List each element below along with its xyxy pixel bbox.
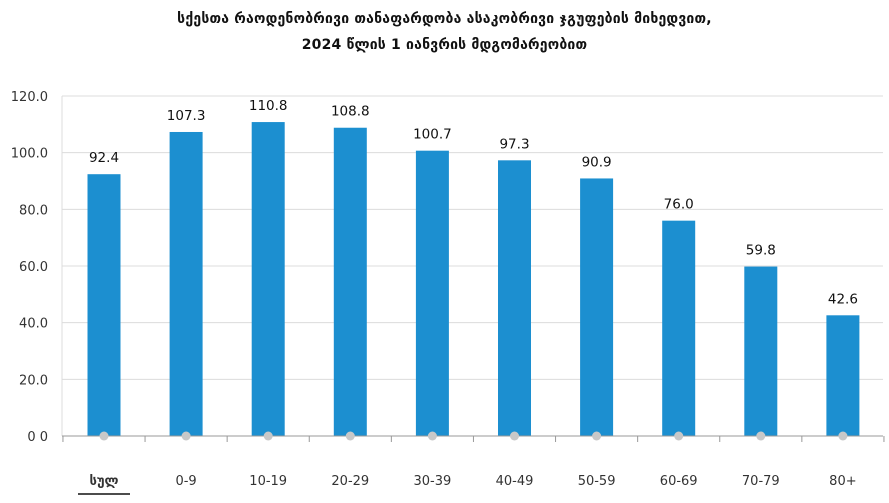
baseline-marker: [181, 431, 191, 441]
data-label: 90.9: [582, 154, 612, 170]
bar: [169, 131, 203, 436]
data-labels: 92.4 107.3 110.8 108.8 100.7 97.3 90.9 76.0 59.8…: [89, 98, 858, 307]
bar: [744, 266, 778, 436]
data-label: 76.0: [664, 197, 694, 213]
x-tick-label: 0-9: [175, 474, 196, 489]
baseline-marker: [345, 431, 355, 441]
data-label: 100.7: [413, 127, 452, 143]
baseline-marker: [427, 431, 437, 441]
x-tick-label: 20-29: [331, 474, 369, 489]
y-tick-label: 120.0: [11, 90, 48, 105]
bar: [826, 315, 860, 436]
x-tick-label: 60-69: [660, 474, 698, 489]
bars: [87, 122, 860, 437]
y-tick-label: 60.0: [19, 260, 48, 275]
bar: [415, 150, 449, 436]
baseline-marker: [510, 431, 519, 441]
x-tick-label: 30-39: [414, 474, 452, 489]
baseline-marker: [592, 431, 602, 441]
y-tick-label: 100.0: [11, 147, 48, 162]
baseline-marker: [838, 431, 848, 441]
x-tick-label: 10-19: [249, 474, 287, 489]
x-axis: [62, 431, 885, 495]
data-label: 97.3: [499, 136, 529, 152]
x-tick-label: 70-79: [742, 474, 780, 489]
y-tick-label: 20.0: [19, 373, 48, 388]
data-label: 92.4: [89, 150, 119, 166]
data-label: 110.8: [249, 98, 288, 114]
bar: [580, 178, 614, 436]
x-tick-label: 50-59: [578, 474, 616, 489]
y-axis-ticks: 0 0 20.0 40.0 60.0 80.0 100.0 120.0: [11, 90, 48, 445]
y-tick-label: 80.0: [19, 203, 48, 218]
data-label: 108.8: [331, 104, 370, 120]
bar: [333, 127, 367, 436]
bar: [498, 160, 531, 437]
x-tick-label: 40-49: [496, 474, 534, 489]
y-tick-label: 0 0: [27, 430, 48, 445]
data-label: 107.3: [167, 108, 206, 124]
y-tick-label: 40.0: [19, 317, 48, 332]
chart-subtitle: 2024 წლის 1 იანვრის მდგომარეობით: [301, 37, 588, 53]
bar: [87, 174, 121, 436]
x-tick-label: სულ: [89, 474, 118, 489]
data-label: 59.8: [746, 243, 776, 259]
baseline-marker: [99, 431, 109, 441]
x-tick-label: 80+: [829, 474, 856, 489]
bar: [251, 122, 285, 437]
baseline-marker: [263, 431, 273, 441]
data-label: 42.6: [828, 291, 858, 307]
x-axis-ticks: სულ 0-9 10-19 20-29 30-39 40-49 50-59 60-69 70-7…: [89, 474, 856, 489]
baseline-marker: [756, 431, 766, 441]
chart-title: სქესთა რაოდენობრივი თანაფარდობა ასაკობრი…: [177, 11, 712, 27]
baseline-marker: [674, 431, 684, 441]
bar: [662, 220, 696, 436]
